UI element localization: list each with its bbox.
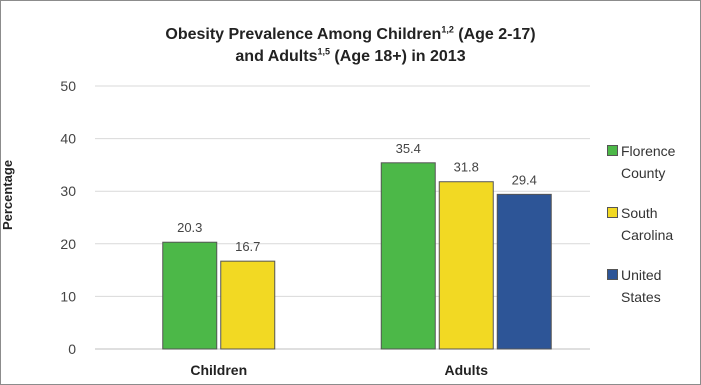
legend-label: United States xyxy=(621,267,662,305)
data-label: 20.3 xyxy=(177,220,202,235)
x-category-label: Adults xyxy=(444,362,488,378)
data-label: 29.4 xyxy=(512,172,537,187)
y-tick-label: 30 xyxy=(60,183,76,199)
bar xyxy=(220,260,276,350)
chart-title-line-1: Obesity Prevalence Among Children1,2 (Ag… xyxy=(165,24,536,43)
y-tick-label: 10 xyxy=(60,288,76,304)
bar xyxy=(438,181,494,350)
legend-label: Florence County xyxy=(621,143,676,181)
legend-swatch xyxy=(607,207,618,218)
y-tick-label: 0 xyxy=(68,341,76,357)
legend-item-south-carolina: South Carolina xyxy=(607,202,699,264)
bar xyxy=(380,162,436,350)
data-label: 31.8 xyxy=(454,160,479,175)
legend-swatch xyxy=(607,269,618,280)
legend-item-united-states: United States xyxy=(607,264,699,326)
legend-item-florence-county: Florence County xyxy=(607,140,699,202)
legend-label: South Carolina xyxy=(621,205,674,243)
bar xyxy=(162,241,218,350)
bar xyxy=(496,193,552,350)
data-label: 35.4 xyxy=(396,141,421,156)
y-tick-label: 50 xyxy=(60,78,76,94)
x-category-label: Children xyxy=(190,362,247,378)
legend-swatch xyxy=(607,145,618,156)
legend: Florence County South Carolina United State… xyxy=(607,140,699,326)
y-tick-label: 40 xyxy=(60,131,76,147)
y-tick-label: 20 xyxy=(60,236,76,252)
chart-title: Obesity Prevalence Among Children1,2 (Ag… xyxy=(0,24,701,68)
data-label: 16.7 xyxy=(235,239,260,254)
chart-title-line-2: and Adults1,5 (Age 18+) in 2013 xyxy=(235,46,466,65)
